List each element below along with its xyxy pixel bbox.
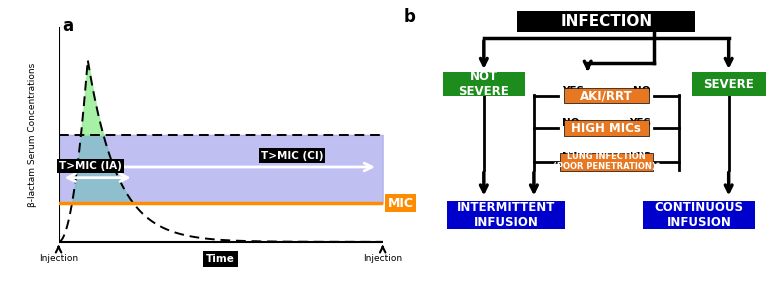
- Text: Injection: Injection: [39, 254, 78, 263]
- Text: SEVERE: SEVERE: [704, 78, 754, 91]
- FancyBboxPatch shape: [447, 201, 565, 229]
- FancyBboxPatch shape: [644, 201, 754, 229]
- Text: NOT
SEVERE: NOT SEVERE: [458, 70, 509, 98]
- FancyBboxPatch shape: [691, 73, 765, 96]
- Text: YES: YES: [629, 152, 651, 162]
- Text: NO: NO: [562, 152, 580, 162]
- Text: T>MIC (CI): T>MIC (CI): [261, 151, 323, 160]
- Text: HIGH MICs: HIGH MICs: [572, 121, 641, 135]
- Text: β-lactam Serum Concentrations: β-lactam Serum Concentrations: [28, 63, 37, 207]
- Text: YES: YES: [629, 118, 651, 128]
- Text: INFECTION: INFECTION: [560, 14, 652, 29]
- Text: AKI/RRT: AKI/RRT: [580, 89, 633, 102]
- FancyBboxPatch shape: [560, 153, 653, 171]
- Text: LUNG INFECTION
(POOR PENETRATION)*: LUNG INFECTION (POOR PENETRATION)*: [553, 152, 660, 171]
- FancyBboxPatch shape: [564, 88, 649, 103]
- FancyBboxPatch shape: [564, 120, 649, 136]
- Text: YES: YES: [562, 86, 583, 96]
- Text: NO: NO: [633, 86, 651, 96]
- Text: MIC: MIC: [387, 197, 414, 210]
- Text: MIC: MIC: [387, 197, 414, 210]
- Text: NO: NO: [562, 118, 580, 128]
- FancyBboxPatch shape: [517, 11, 695, 32]
- Text: Injection: Injection: [363, 254, 402, 263]
- Text: INTERMITTENT
INFUSION: INTERMITTENT INFUSION: [457, 201, 555, 229]
- FancyBboxPatch shape: [443, 73, 525, 96]
- Text: b: b: [404, 9, 416, 26]
- Text: a: a: [62, 17, 73, 35]
- Text: CONTINUOUS
INFUSION: CONTINUOUS INFUSION: [654, 201, 744, 229]
- Text: T>MIC (IA): T>MIC (IA): [59, 161, 122, 171]
- Text: Time: Time: [206, 254, 235, 264]
